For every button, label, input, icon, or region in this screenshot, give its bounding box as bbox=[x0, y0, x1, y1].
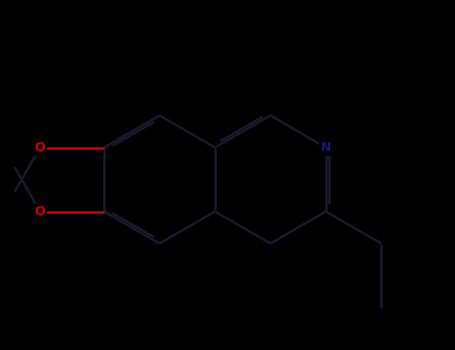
Text: O: O bbox=[35, 141, 46, 154]
Text: N: N bbox=[321, 141, 331, 154]
Text: O: O bbox=[35, 205, 46, 218]
